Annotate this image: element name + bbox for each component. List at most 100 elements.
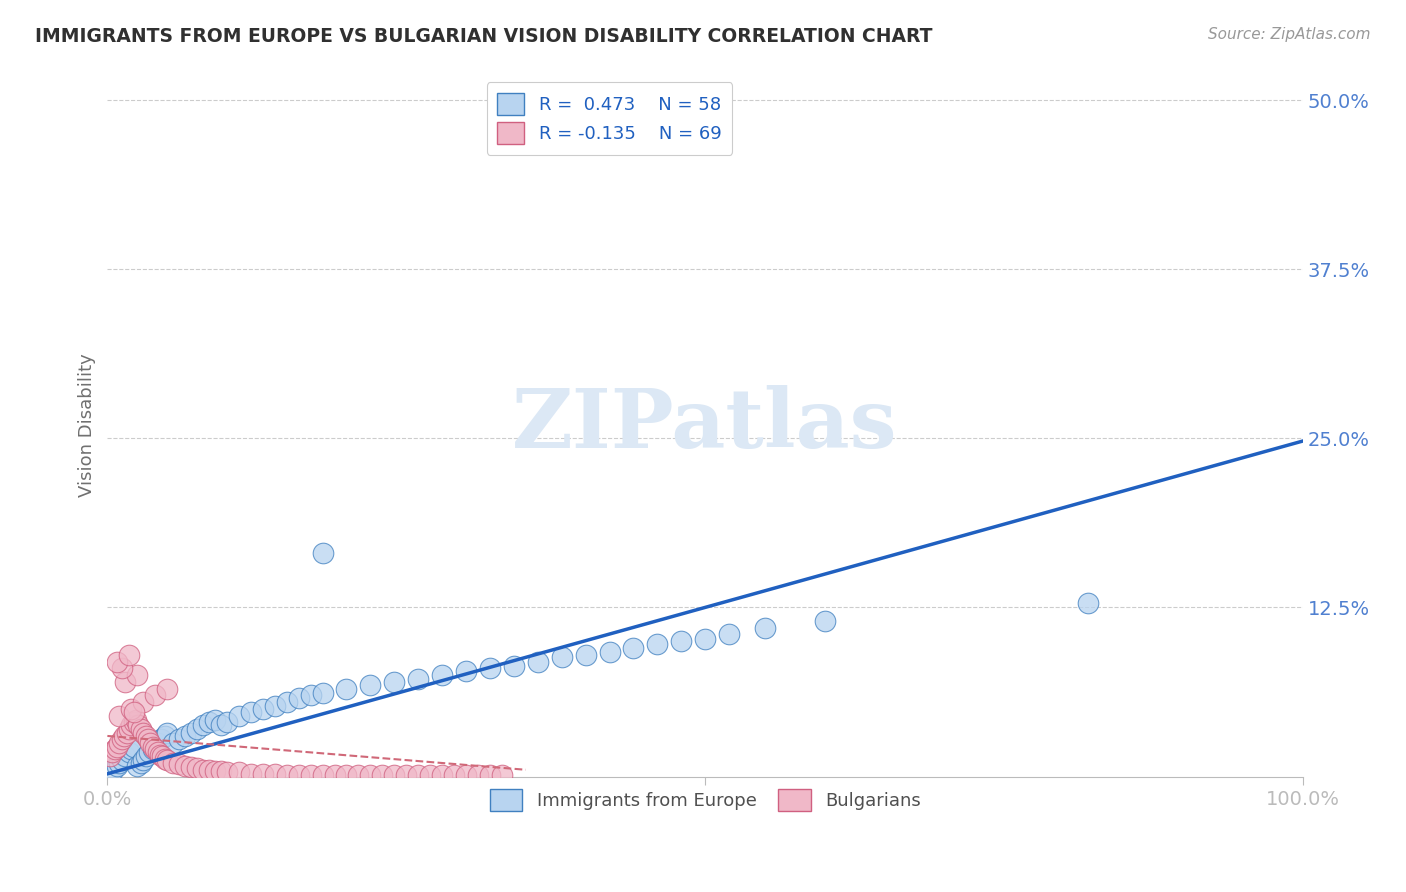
- Point: [215, 765, 238, 780]
- Point: [406, 768, 429, 782]
- Point: [167, 757, 190, 772]
- Point: [191, 763, 214, 777]
- Point: [127, 668, 149, 682]
- Point: [142, 739, 165, 754]
- Point: [122, 739, 145, 754]
- Point: [198, 763, 221, 777]
- Point: [454, 664, 477, 678]
- Point: [335, 768, 357, 782]
- Point: [228, 708, 250, 723]
- Point: [174, 758, 197, 772]
- Point: [101, 745, 124, 759]
- Point: [108, 736, 131, 750]
- Point: [174, 729, 197, 743]
- Point: [198, 715, 221, 730]
- Point: [430, 768, 453, 782]
- Point: [167, 731, 190, 746]
- Point: [382, 768, 405, 782]
- Point: [138, 745, 160, 759]
- Point: [146, 745, 169, 759]
- Point: [118, 745, 141, 759]
- Point: [132, 726, 155, 740]
- Point: [132, 695, 155, 709]
- Point: [111, 731, 134, 746]
- Point: [371, 768, 394, 782]
- Point: [186, 722, 208, 736]
- Point: [142, 742, 165, 756]
- Point: [118, 648, 141, 662]
- Point: [125, 713, 148, 727]
- Point: [143, 739, 166, 754]
- Point: [347, 768, 370, 782]
- Point: [204, 713, 226, 727]
- Point: [135, 749, 157, 764]
- Point: [526, 655, 548, 669]
- Point: [647, 637, 669, 651]
- Point: [111, 753, 134, 767]
- Point: [754, 621, 776, 635]
- Point: [139, 736, 162, 750]
- Point: [150, 731, 173, 746]
- Point: [127, 758, 149, 772]
- Point: [323, 768, 346, 782]
- Point: [478, 768, 501, 782]
- Point: [143, 742, 166, 756]
- Point: [143, 689, 166, 703]
- Point: [132, 753, 155, 767]
- Point: [1077, 596, 1099, 610]
- Point: [335, 681, 357, 696]
- Point: [108, 756, 131, 770]
- Point: [599, 645, 621, 659]
- Point: [671, 634, 693, 648]
- Point: [491, 768, 513, 782]
- Point: [395, 768, 418, 782]
- Point: [276, 695, 298, 709]
- Point: [478, 661, 501, 675]
- Point: [129, 722, 152, 736]
- Point: [111, 661, 134, 675]
- Point: [263, 767, 285, 781]
- Point: [180, 760, 202, 774]
- Point: [276, 768, 298, 782]
- Point: [311, 546, 333, 560]
- Point: [252, 702, 274, 716]
- Point: [215, 715, 238, 730]
- Point: [186, 761, 208, 775]
- Point: [150, 749, 173, 764]
- Point: [209, 764, 232, 778]
- Point: [419, 768, 441, 782]
- Point: [695, 632, 717, 646]
- Point: [180, 726, 202, 740]
- Point: [239, 705, 262, 719]
- Point: [129, 756, 152, 770]
- Point: [122, 715, 145, 730]
- Point: [162, 756, 184, 770]
- Point: [454, 768, 477, 782]
- Point: [105, 758, 128, 772]
- Point: [299, 768, 322, 782]
- Point: [105, 655, 128, 669]
- Point: [359, 677, 381, 691]
- Point: [114, 749, 136, 764]
- Text: ZIPatlas: ZIPatlas: [512, 384, 898, 465]
- Point: [252, 767, 274, 781]
- Point: [430, 668, 453, 682]
- Point: [127, 718, 149, 732]
- Legend: Immigrants from Europe, Bulgarians: Immigrants from Europe, Bulgarians: [481, 780, 929, 821]
- Point: [287, 691, 309, 706]
- Point: [623, 640, 645, 655]
- Point: [359, 768, 381, 782]
- Point: [112, 729, 135, 743]
- Point: [153, 752, 176, 766]
- Point: [136, 731, 159, 746]
- Point: [120, 742, 142, 756]
- Point: [311, 686, 333, 700]
- Point: [162, 736, 184, 750]
- Point: [209, 718, 232, 732]
- Point: [122, 705, 145, 719]
- Point: [114, 674, 136, 689]
- Point: [550, 650, 572, 665]
- Point: [382, 674, 405, 689]
- Point: [191, 718, 214, 732]
- Point: [153, 729, 176, 743]
